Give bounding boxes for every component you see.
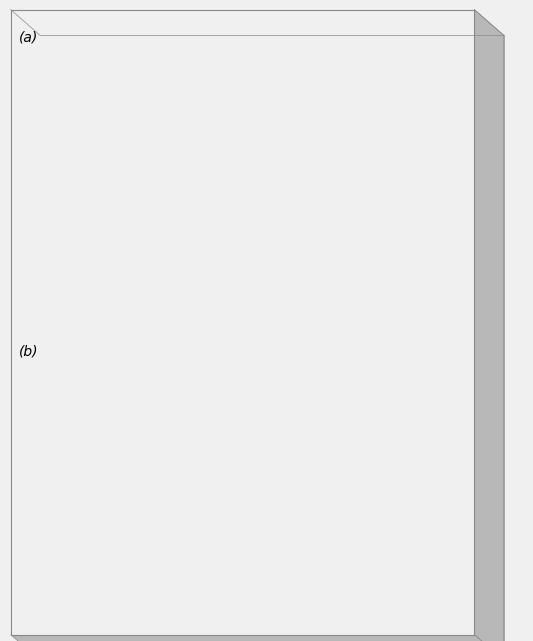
Text: Cobalt - 56
(half-life = 78 days): Cobalt - 56 (half-life = 78 days) bbox=[273, 541, 390, 569]
X-axis label: Time (years): Time (years) bbox=[232, 617, 311, 629]
X-axis label: Time (years): Time (years) bbox=[232, 331, 311, 344]
Y-axis label: Luminosity (solar units): Luminosity (solar units) bbox=[40, 100, 53, 240]
Text: (b): (b) bbox=[19, 345, 38, 359]
Y-axis label: Luminosity (solar units): Luminosity (solar units) bbox=[40, 401, 53, 541]
Text: Nickel - 56
(half-life = 55 days): Nickel - 56 (half-life = 55 days) bbox=[117, 367, 233, 395]
Text: (a): (a) bbox=[19, 31, 38, 45]
